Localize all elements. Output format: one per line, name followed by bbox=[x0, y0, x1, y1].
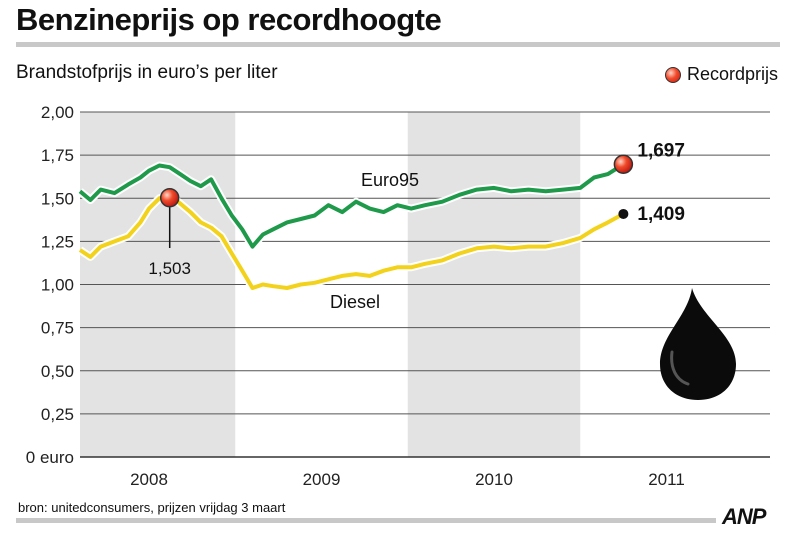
record-marker bbox=[613, 154, 634, 175]
y-tick-label: 0,50 bbox=[41, 362, 74, 381]
y-tick-labels: 0 euro 0,25 0,50 0,75 1,00 1,25 1,50 1,75 2,00 bbox=[26, 103, 74, 467]
legend-label: Recordprijs bbox=[686, 64, 778, 84]
y-tick-label: 1,75 bbox=[41, 146, 74, 165]
end-dot bbox=[618, 208, 629, 219]
annotations: Euro95 Diesel 1,697 1,409 1,503 bbox=[148, 140, 684, 312]
y-tick-label: 1,25 bbox=[41, 232, 74, 251]
x-tick-label: 2009 bbox=[303, 470, 341, 489]
anp-logo: ANP bbox=[722, 504, 766, 529]
x-tick-label: 2011 bbox=[648, 470, 685, 489]
x-tick-labels: 2008 2009 2010 2011 bbox=[130, 470, 685, 489]
series-line-euro95 bbox=[78, 162, 625, 249]
x-tick-label: 2010 bbox=[475, 470, 513, 489]
series-lines bbox=[77, 160, 626, 292]
value-label: 1,697 bbox=[637, 140, 685, 161]
y-tick-label: 2,00 bbox=[41, 103, 74, 122]
y-tick-label: 0,25 bbox=[41, 405, 74, 424]
y-axis-label: Brandstofprijs in euro’s per liter bbox=[16, 62, 278, 83]
y-tick-label: 1,00 bbox=[41, 276, 74, 295]
footer-divider bbox=[16, 518, 716, 523]
grid-lines bbox=[80, 111, 770, 458]
page-title: Benzineprijs op recordhoogte bbox=[16, 2, 442, 37]
y-tick-label: 1,50 bbox=[41, 189, 74, 208]
source-note: bron: unitedconsumers, prijzen vrijdag 3… bbox=[18, 500, 286, 515]
value-label: 1,503 bbox=[148, 259, 191, 278]
y-tick-label: 0 euro bbox=[26, 448, 74, 467]
series-label: Diesel bbox=[330, 292, 380, 312]
record-marker-icon bbox=[664, 66, 681, 83]
title-divider bbox=[16, 42, 780, 47]
oil-drop-icon bbox=[660, 288, 736, 400]
x-tick-label: 2008 bbox=[130, 470, 168, 489]
series-label: Euro95 bbox=[361, 170, 419, 190]
value-label: 1,409 bbox=[637, 204, 685, 225]
y-tick-label: 0,75 bbox=[41, 319, 74, 338]
series-line-diesel bbox=[78, 192, 625, 290]
legend: Recordprijs bbox=[664, 64, 778, 85]
record-marker bbox=[159, 187, 180, 208]
